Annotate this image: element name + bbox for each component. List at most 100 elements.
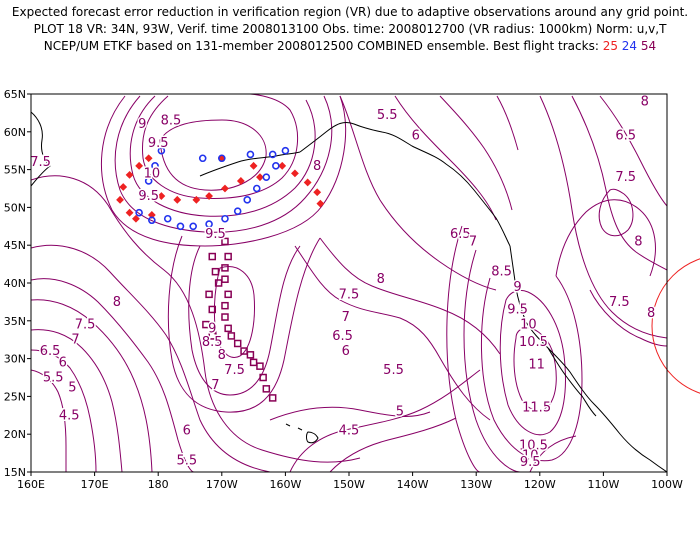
track-red-marker xyxy=(135,161,144,170)
contour-label: 7.5 xyxy=(30,155,51,170)
contour-label: 10.5 xyxy=(519,439,548,454)
track-blue-marker xyxy=(221,214,229,223)
track-blue-marker xyxy=(135,208,143,217)
track-blue-marker xyxy=(252,184,261,193)
flight-track-blue xyxy=(135,146,290,231)
contour-label: 9 xyxy=(208,321,216,336)
contour-label: 5 xyxy=(396,405,404,420)
track-blue-marker xyxy=(272,162,280,170)
contour-label: 6 xyxy=(59,355,67,370)
contour-label: 6.5 xyxy=(332,329,353,344)
contour-label: 10 xyxy=(520,318,537,333)
contour-label: 4.5 xyxy=(339,423,360,438)
contour-label: 10 xyxy=(144,166,161,181)
map-frame xyxy=(30,93,668,473)
track-purple-marker xyxy=(208,305,217,314)
track-red-marker xyxy=(249,161,258,170)
track-purple-marker xyxy=(202,320,210,329)
contour-lines xyxy=(31,94,667,472)
track-purple-marker xyxy=(256,362,264,370)
track-purple-marker xyxy=(227,332,236,340)
contour-label: 7.5 xyxy=(75,318,96,333)
header-line-2: PLOT 18 VR: 34N, 93W, Verif. time 200801… xyxy=(33,22,667,36)
track-purple-marker xyxy=(249,358,258,367)
lat-tick-label: 25N xyxy=(4,390,26,403)
contour-label: 7 xyxy=(342,310,350,325)
lat-tick-label: 40N xyxy=(4,277,26,290)
contour-label: 8 xyxy=(218,348,226,363)
track-blue-marker xyxy=(246,150,255,159)
track-purple-marker xyxy=(205,290,213,299)
contour-label: 4.5 xyxy=(59,408,80,423)
contour-label: 9.5 xyxy=(507,302,528,317)
track-purple-marker xyxy=(221,275,229,283)
track-red-marker xyxy=(192,195,201,204)
lon-tick-label: 160W xyxy=(269,478,301,491)
contour-label: 8 xyxy=(377,272,385,287)
contour-label: 7.5 xyxy=(339,287,360,302)
track-red-marker xyxy=(256,173,264,182)
track-red-marker xyxy=(205,192,213,200)
contour-label: 9 xyxy=(138,117,146,132)
contour-label: 6 xyxy=(412,129,420,144)
track-red-marker xyxy=(278,161,287,170)
track-blue-marker xyxy=(233,207,242,215)
lon-tick-label: 170E xyxy=(81,478,109,491)
lat-tick-label: 35N xyxy=(4,315,26,328)
header-line-1: Expected forecast error reduction in ver… xyxy=(11,5,689,19)
contour-label: 11 xyxy=(528,358,545,373)
track-purple-marker xyxy=(233,339,242,348)
track-purple-id: 54 xyxy=(640,39,657,53)
contour-label: 5.5 xyxy=(383,363,404,378)
coastline xyxy=(31,111,667,472)
contour-label: 7 xyxy=(71,333,79,348)
contour-label: 9.5 xyxy=(148,136,169,151)
contour-label: 8.5 xyxy=(491,265,512,280)
track-purple-marker xyxy=(240,347,248,355)
track-red-marker xyxy=(313,188,322,197)
track-red-marker xyxy=(236,177,245,185)
track-purple-marker xyxy=(221,264,229,272)
lon-tick-label: 120W xyxy=(524,478,556,491)
contour-label: 8 xyxy=(313,159,321,174)
contour-label: 6 xyxy=(342,344,350,359)
plot-header: Expected forecast error reduction in ver… xyxy=(0,4,700,55)
track-red-marker xyxy=(119,183,128,191)
contour-label: 7.5 xyxy=(615,170,636,185)
lon-tick-label: 150W xyxy=(333,478,365,491)
header-line-3: NCEP/UM ETKF based on 131-member 2008012… xyxy=(0,38,700,55)
track-blue-marker xyxy=(262,173,271,181)
track-blue-marker xyxy=(144,177,153,185)
track-blue-marker xyxy=(205,220,213,228)
lon-tick-label: 140W xyxy=(397,478,429,491)
track-purple-marker xyxy=(211,267,220,276)
contour-label: 8.5 xyxy=(202,335,223,350)
track-red-marker xyxy=(144,154,153,163)
track-red-marker xyxy=(116,195,124,204)
contour-label: 6 xyxy=(183,423,191,438)
track-blue-marker xyxy=(151,162,159,170)
track-purple-marker xyxy=(221,237,229,246)
contour-label: 6.5 xyxy=(40,344,61,359)
track-red-marker xyxy=(157,192,166,200)
header-line-3-text: NCEP/UM ETKF based on 131-member 2008012… xyxy=(43,39,603,53)
track-purple-marker xyxy=(221,313,229,321)
contour-label: 5.5 xyxy=(176,454,197,469)
track-red-marker xyxy=(125,208,134,217)
contour-label: 9.5 xyxy=(205,227,226,242)
track-red-marker xyxy=(125,170,134,179)
lon-tick-label: 160E xyxy=(17,478,45,491)
longitude-axis: 160E 170E 180 170W 160W 150W 140W 130W 120W 110W 1… xyxy=(17,472,683,491)
track-blue-marker xyxy=(268,150,277,159)
track-blue-marker xyxy=(163,214,172,223)
track-blue-marker xyxy=(243,196,252,204)
track-blue-marker xyxy=(281,146,290,155)
lat-tick-label: 20N xyxy=(4,428,26,441)
track-purple-marker xyxy=(259,373,267,382)
lat-tick-label: 55N xyxy=(4,164,26,177)
contour-label: 9.5 xyxy=(520,455,541,470)
lon-tick-label: 110W xyxy=(587,478,619,491)
lon-tick-label: 130W xyxy=(460,478,492,491)
track-blue-marker xyxy=(138,192,147,200)
contour-label: 10.5 xyxy=(519,335,548,350)
